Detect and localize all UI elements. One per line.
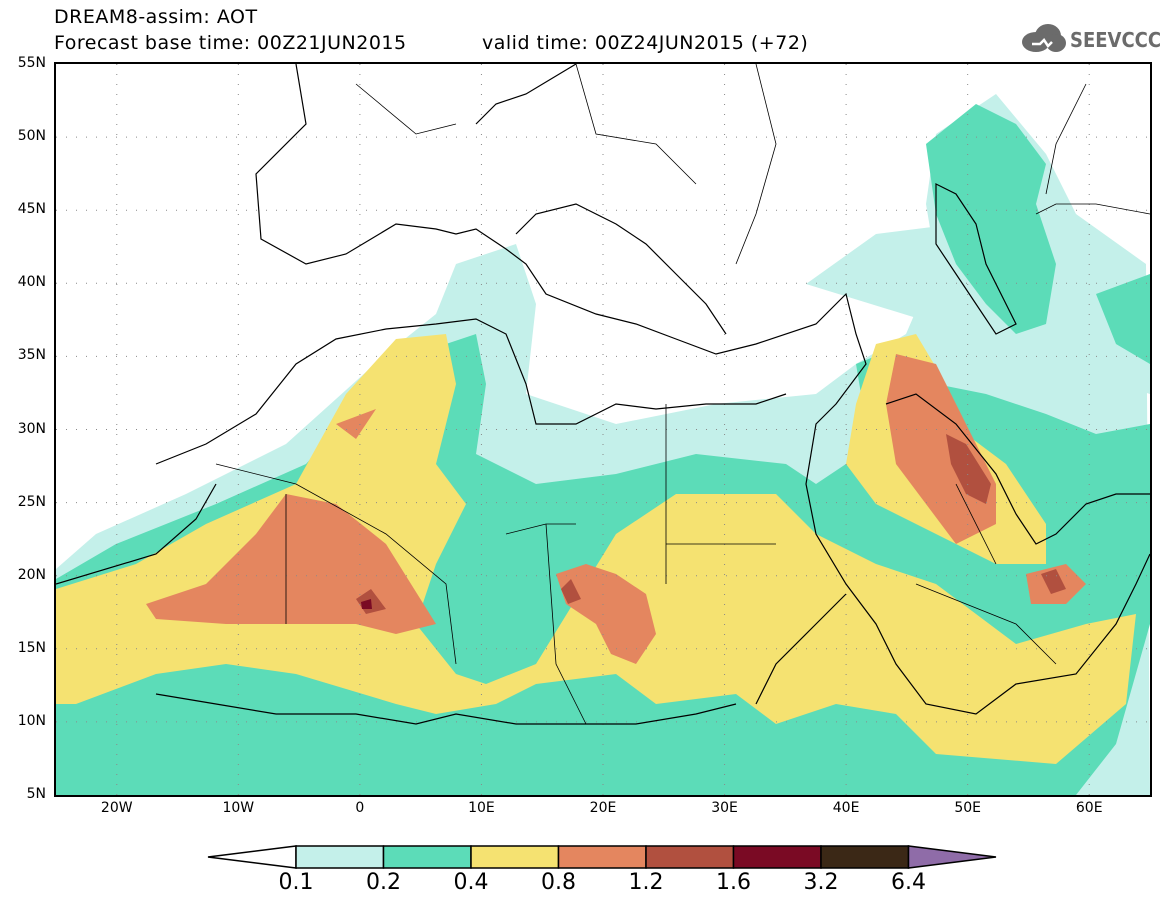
colorbar-tick-label: 0.2 bbox=[366, 870, 401, 895]
lat-tick-label: 40N bbox=[17, 274, 46, 291]
colorbar-under-arrow bbox=[207, 845, 297, 869]
colorbar-bin bbox=[820, 845, 910, 869]
colorbar-bin bbox=[645, 845, 735, 869]
colorbar-tick-label: 1.6 bbox=[716, 870, 751, 895]
colorbar-bin bbox=[470, 845, 560, 869]
colorbar-tick-label: 0.8 bbox=[541, 870, 576, 895]
lon-tick-label: 40E bbox=[832, 800, 860, 816]
lat-tick-label: 20N bbox=[17, 566, 46, 583]
colorbar-bin bbox=[732, 845, 822, 869]
lon-tick-label: 20W bbox=[100, 800, 133, 816]
colorbar-tick-label: 1.2 bbox=[628, 870, 664, 895]
aot-map bbox=[54, 62, 1152, 797]
seevccc-logo: SEEVCCC bbox=[1018, 22, 1162, 58]
lat-tick-label: 50N bbox=[17, 128, 46, 145]
lon-tick-label: 10E bbox=[468, 800, 495, 816]
lat-tick-label: 15N bbox=[17, 639, 46, 656]
lat-tick-label: 5N bbox=[26, 786, 46, 802]
lat-tick-label: 55N bbox=[17, 55, 46, 71]
cloud-icon bbox=[1022, 24, 1066, 52]
colorbar-bin bbox=[557, 845, 647, 869]
lon-tick-label: 30E bbox=[711, 800, 738, 816]
colorbar bbox=[207, 845, 997, 869]
colorbar-tick-label: 0.4 bbox=[453, 870, 489, 895]
lat-tick-label: 30N bbox=[17, 420, 46, 437]
lon-tick-label: 20E bbox=[589, 800, 617, 816]
forecast-base-time: Forecast base time: 00Z21JUN2015 bbox=[54, 32, 407, 54]
colorbar-tick-label: 0.1 bbox=[278, 870, 314, 895]
plot-title: DREAM8-assim: AOT bbox=[54, 6, 258, 28]
lon-tick-label: 50E bbox=[954, 800, 981, 816]
lat-tick-label: 25N bbox=[17, 493, 46, 510]
colorbar-over-arrow bbox=[907, 845, 997, 869]
colorbar-bin bbox=[382, 845, 472, 869]
lat-tick-label: 10N bbox=[17, 712, 46, 729]
map-canvas bbox=[56, 64, 1150, 795]
coastlines bbox=[56, 64, 1150, 725]
colorbar-tick-label: 6.4 bbox=[891, 870, 926, 895]
lat-tick-label: 35N bbox=[17, 347, 46, 364]
country-borders bbox=[215, 64, 1150, 725]
lat-tick-label: 45N bbox=[17, 201, 46, 218]
logo-text: SEEVCCC bbox=[1070, 28, 1162, 52]
colorbar-tick-label: 3.2 bbox=[803, 870, 839, 895]
lon-tick-label: 10W bbox=[222, 800, 255, 816]
lon-tick-label: 60E bbox=[1075, 800, 1103, 816]
lon-tick-label: 0 bbox=[355, 800, 365, 816]
aot-field-1-6-3-2 bbox=[361, 599, 372, 609]
valid-time: valid time: 00Z24JUN2015 (+72) bbox=[482, 32, 809, 54]
colorbar-bin bbox=[295, 845, 385, 869]
